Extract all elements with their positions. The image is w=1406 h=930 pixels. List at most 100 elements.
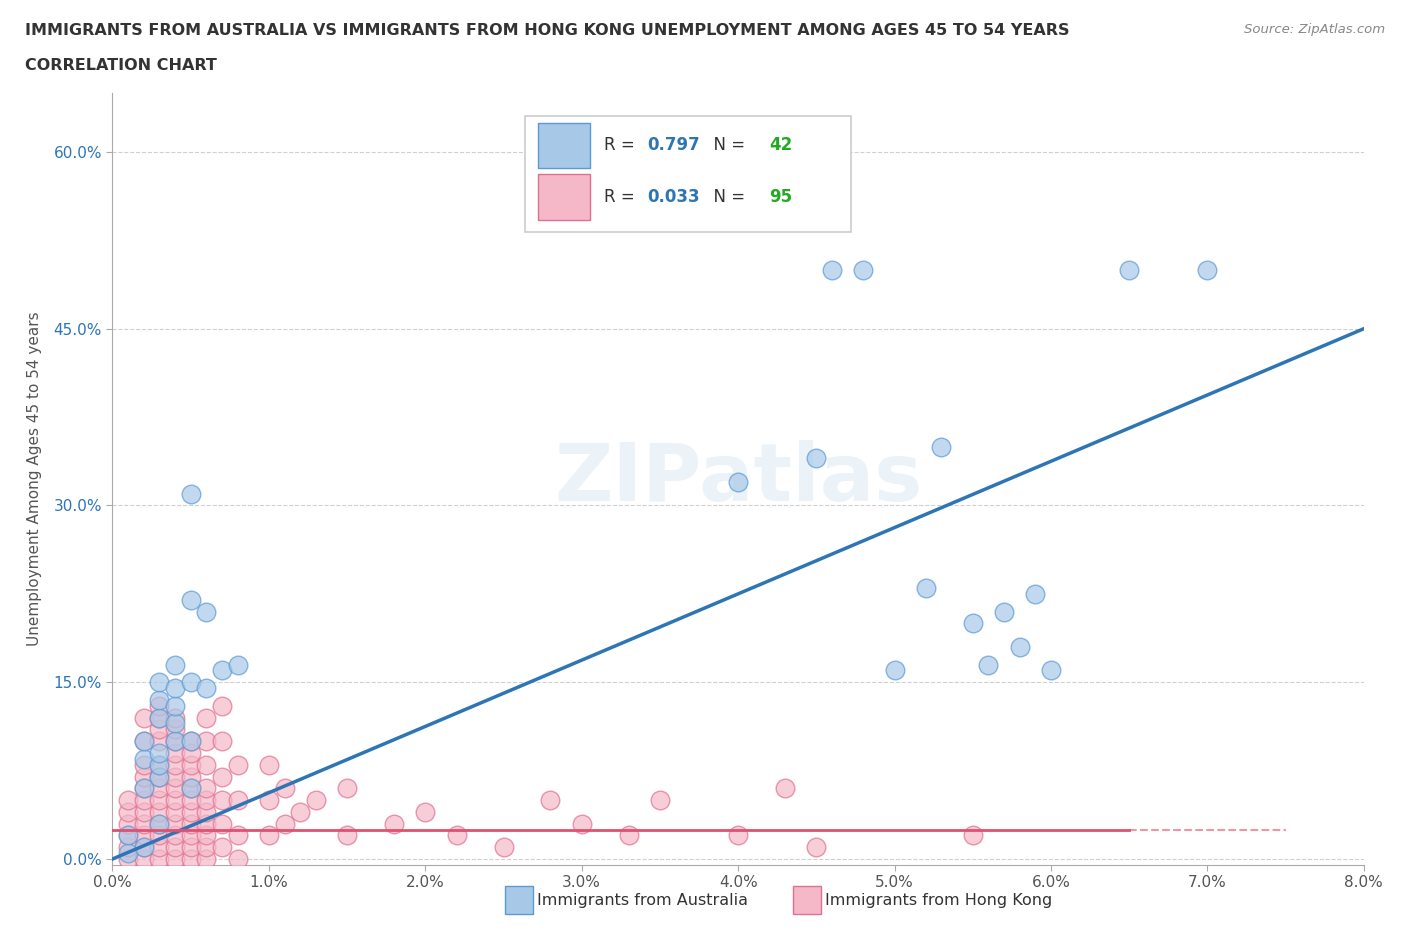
Point bbox=[180, 592, 202, 607]
Point bbox=[132, 804, 155, 819]
Point bbox=[180, 781, 202, 796]
Text: Immigrants from Australia: Immigrants from Australia bbox=[537, 893, 748, 908]
Point bbox=[290, 804, 312, 819]
Point bbox=[1008, 640, 1031, 655]
Point bbox=[148, 817, 170, 831]
Point bbox=[195, 734, 218, 749]
Point bbox=[195, 757, 218, 772]
Point bbox=[148, 693, 170, 708]
Point bbox=[195, 792, 218, 807]
Point bbox=[163, 769, 186, 784]
Point bbox=[163, 711, 186, 725]
Point bbox=[226, 792, 249, 807]
Point bbox=[132, 852, 155, 867]
Text: ZIPatlas: ZIPatlas bbox=[554, 440, 922, 518]
Point bbox=[211, 792, 233, 807]
Point bbox=[148, 675, 170, 690]
Point bbox=[962, 828, 984, 843]
Point bbox=[273, 817, 295, 831]
Point bbox=[273, 781, 295, 796]
Point bbox=[962, 616, 984, 631]
Point bbox=[132, 734, 155, 749]
Point bbox=[226, 852, 249, 867]
Point bbox=[852, 262, 875, 277]
Point bbox=[117, 817, 139, 831]
Point bbox=[163, 817, 186, 831]
Point bbox=[180, 769, 202, 784]
Point bbox=[148, 722, 170, 737]
Point bbox=[195, 817, 218, 831]
Point bbox=[180, 486, 202, 501]
Text: 0.033: 0.033 bbox=[647, 188, 699, 206]
Point bbox=[993, 604, 1015, 619]
Point bbox=[931, 439, 953, 454]
Point bbox=[195, 604, 218, 619]
Text: R =: R = bbox=[605, 137, 640, 154]
Point bbox=[117, 845, 139, 860]
Point bbox=[132, 711, 155, 725]
Point bbox=[163, 852, 186, 867]
Point bbox=[180, 734, 202, 749]
Point bbox=[148, 769, 170, 784]
Point bbox=[180, 734, 202, 749]
Point bbox=[211, 663, 233, 678]
Text: 42: 42 bbox=[769, 137, 793, 154]
Point bbox=[336, 828, 359, 843]
Point bbox=[132, 781, 155, 796]
Point bbox=[226, 658, 249, 672]
Point bbox=[148, 711, 170, 725]
Point bbox=[617, 828, 640, 843]
Point bbox=[117, 840, 139, 855]
Point bbox=[180, 757, 202, 772]
Point bbox=[180, 792, 202, 807]
Point bbox=[163, 746, 186, 761]
Point bbox=[336, 781, 359, 796]
Point bbox=[806, 451, 828, 466]
Point bbox=[1024, 587, 1046, 602]
Point bbox=[773, 781, 796, 796]
Point bbox=[305, 792, 328, 807]
Point bbox=[132, 769, 155, 784]
Point bbox=[132, 828, 155, 843]
Point bbox=[163, 716, 186, 731]
FancyBboxPatch shape bbox=[526, 116, 851, 232]
Point bbox=[132, 781, 155, 796]
Point bbox=[821, 262, 844, 277]
Point bbox=[195, 681, 218, 696]
Point bbox=[727, 474, 749, 489]
Point bbox=[163, 698, 186, 713]
Point bbox=[117, 792, 139, 807]
Point bbox=[163, 734, 186, 749]
Point bbox=[117, 828, 139, 843]
Point bbox=[195, 840, 218, 855]
Point bbox=[195, 781, 218, 796]
Point bbox=[148, 769, 170, 784]
Point bbox=[211, 817, 233, 831]
Point bbox=[163, 757, 186, 772]
Point bbox=[117, 828, 139, 843]
Point bbox=[132, 840, 155, 855]
Point bbox=[180, 840, 202, 855]
Point bbox=[163, 658, 186, 672]
Point bbox=[211, 698, 233, 713]
Point bbox=[148, 804, 170, 819]
Point bbox=[132, 817, 155, 831]
Point bbox=[413, 804, 436, 819]
Text: IMMIGRANTS FROM AUSTRALIA VS IMMIGRANTS FROM HONG KONG UNEMPLOYMENT AMONG AGES 4: IMMIGRANTS FROM AUSTRALIA VS IMMIGRANTS … bbox=[25, 23, 1070, 38]
Point bbox=[226, 828, 249, 843]
Point bbox=[163, 804, 186, 819]
Point bbox=[180, 746, 202, 761]
Point bbox=[148, 711, 170, 725]
Point bbox=[1118, 262, 1140, 277]
Point bbox=[180, 804, 202, 819]
Point bbox=[163, 722, 186, 737]
Point bbox=[492, 840, 515, 855]
Point bbox=[148, 757, 170, 772]
Point bbox=[132, 734, 155, 749]
Point bbox=[163, 828, 186, 843]
Point bbox=[148, 734, 170, 749]
Point bbox=[180, 781, 202, 796]
Point bbox=[117, 804, 139, 819]
Point bbox=[180, 675, 202, 690]
Text: N =: N = bbox=[703, 137, 751, 154]
